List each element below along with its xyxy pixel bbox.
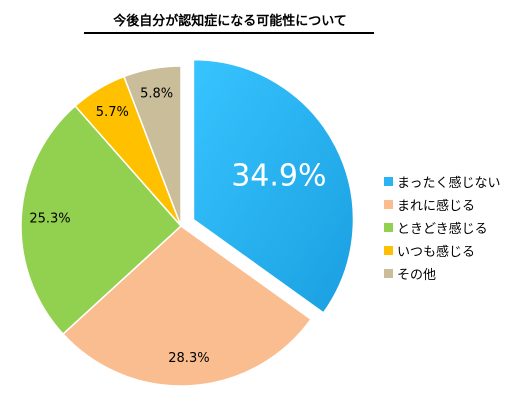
- legend-item-itsumo: いつも感じる: [384, 239, 500, 262]
- legend-label-sonota: その他: [397, 268, 437, 283]
- legend-swatch-mareni: [384, 200, 393, 209]
- legend-item-sonota: その他: [384, 262, 500, 285]
- legend-swatch-tokidoki: [384, 223, 393, 232]
- data-label-tokidoki: 25.3%: [29, 211, 70, 226]
- legend-swatch-sonota: [384, 269, 393, 278]
- pie-slice-sonota: [123, 65, 182, 227]
- legend-label-mattaku: まったく感じない: [397, 176, 501, 191]
- legend-label-itsumo: いつも感じる: [397, 245, 476, 260]
- data-label-itsumo: 5.7%: [96, 105, 129, 120]
- data-label-mattaku: 34.9%: [231, 158, 326, 193]
- legend-item-tokidoki: ときどき感じる: [384, 216, 500, 239]
- legend-label-mareni: まれに感じる: [397, 199, 476, 214]
- data-label-mareni: 28.3%: [168, 351, 209, 366]
- legend: まったく感じない まれに感じる ときどき感じる いつも感じる その他: [384, 170, 500, 285]
- pie-slices: [20, 58, 355, 387]
- legend-swatch-itsumo: [384, 246, 393, 255]
- legend-item-mattaku: まったく感じない: [384, 170, 500, 193]
- pie-slice-mattaku: [192, 58, 355, 314]
- title-underline: [84, 32, 374, 34]
- pie-data-labels: 34.9% 28.3% 25.3% 5.7% 5.8%: [29, 86, 326, 366]
- legend-item-mareni: まれに感じる: [384, 193, 500, 216]
- chart-title: 今後自分が認知症になる可能性について: [113, 14, 347, 29]
- data-label-sonota: 5.8%: [140, 86, 173, 101]
- legend-swatch-mattaku: [384, 177, 393, 186]
- pie-slice-tokidoki: [20, 104, 183, 336]
- legend-label-tokidoki: ときどき感じる: [397, 222, 488, 237]
- pie-slice-mareni: [61, 225, 313, 387]
